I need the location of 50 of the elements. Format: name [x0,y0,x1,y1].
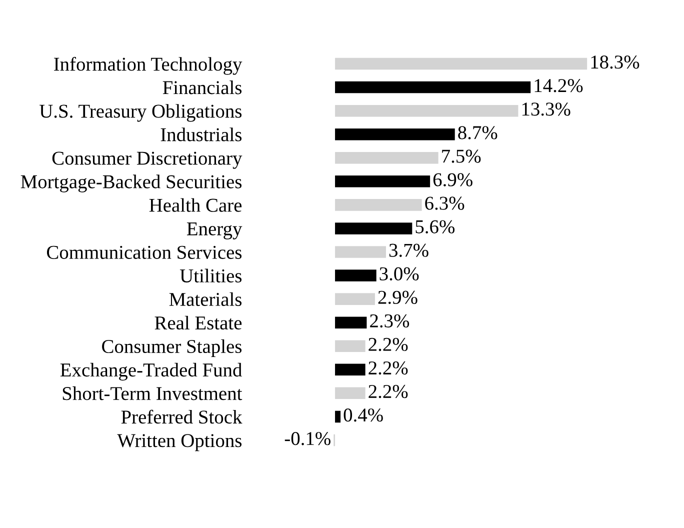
data-label: 3.7% [389,244,428,257]
data-label: 6.9% [433,173,472,186]
y-tick-label: Energy [186,222,242,240]
y-tick-label: Consumer Discretionary [52,152,242,169]
bar [335,81,531,94]
y-tick-label: Health Care [149,198,242,212]
data-label: 0.4% [344,408,383,422]
y-tick-label: Materials [169,292,242,306]
bar [335,104,518,117]
data-label: 3.0% [380,267,419,280]
bar [335,246,386,258]
data-label: 5.6% [416,220,455,234]
data-label: 13.3% [522,102,570,116]
y-tick-label: Mortgage-Backed Securities [20,174,242,192]
bar [335,293,375,305]
y-tick-label: Written Options [117,434,242,452]
data-label: 14.2% [534,79,583,92]
y-tick-label: Consumer Staples [102,339,242,358]
y-tick-label: Utilities [180,268,242,282]
y-tick-label: Industrials [160,128,242,142]
data-label: -0.1% [284,432,330,446]
y-tick-label: Information Technology [54,56,242,75]
bar [335,340,366,352]
data-label: 2.3% [370,314,410,328]
y-tick-label: Short-Term Investment [62,386,242,400]
y-tick-label: Preferred Stock [121,410,242,424]
data-label: 8.7% [458,126,498,140]
bar [335,270,376,282]
data-label: 6.3% [425,196,464,210]
data-label: 18.3% [591,56,640,69]
data-label: 2.9% [378,290,418,304]
y-tick-label: Real Estate [154,316,242,330]
data-label: 7.5% [442,150,481,163]
y-tick-label: Communication Services [46,246,242,259]
bar [335,199,422,211]
bar [335,58,588,70]
data-label: 2.2% [368,338,408,352]
y-tick-label: Exchange-Traded Fund [60,362,242,381]
bar [335,410,341,423]
data-label: 2.2% [368,384,408,398]
y-tick-label: U.S. Treasury Obligations [40,104,242,122]
bar [335,364,366,376]
bar [335,152,438,164]
bar [335,222,412,234]
y-tick-label: Financials [162,80,242,94]
data-label: 2.2% [368,361,408,375]
bar [335,128,455,140]
bar [335,316,367,328]
bar [335,387,366,400]
bar [335,176,430,188]
